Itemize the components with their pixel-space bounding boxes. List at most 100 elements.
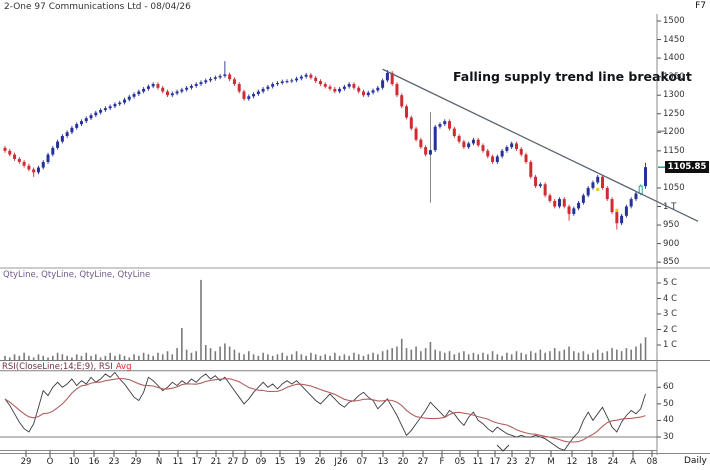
volume-bar <box>448 351 451 361</box>
candle-body <box>89 115 93 119</box>
time-tick-label: 05 <box>454 457 466 467</box>
candle-body <box>581 195 585 203</box>
volume-bar <box>616 349 618 361</box>
volume-bar <box>85 352 88 361</box>
last-price-badge: 1105.85 <box>665 161 709 174</box>
candle-body <box>46 154 50 162</box>
candle-body <box>194 84 198 86</box>
candle-body <box>151 84 155 87</box>
price-tick-label: 1050 <box>663 182 685 193</box>
candle-body <box>127 96 131 100</box>
candle-body <box>271 84 275 87</box>
candle-body <box>519 148 523 155</box>
volume-bar <box>8 357 11 361</box>
candle-body <box>500 150 504 157</box>
candle-body <box>428 150 432 155</box>
hotkey-label: F7 <box>695 1 706 11</box>
candle-body <box>409 117 413 129</box>
time-tick-label: 27 <box>417 457 429 467</box>
volume-bar <box>334 352 336 361</box>
time-tick-label: 18 <box>586 457 598 467</box>
volume-bar <box>534 352 537 361</box>
volume-bar <box>185 349 188 361</box>
candle-body <box>615 212 619 224</box>
candle-body <box>471 139 475 144</box>
volume-bar <box>596 349 599 361</box>
volume-bar <box>453 354 456 361</box>
candle-body <box>142 88 146 92</box>
volume-bar <box>486 354 489 361</box>
candle-body <box>395 84 399 96</box>
volume-bar <box>587 354 589 361</box>
time-tick-label: N <box>155 457 163 467</box>
candle-body <box>237 84 241 92</box>
candle-body <box>252 94 256 97</box>
candle-body <box>247 96 251 99</box>
candle-body <box>166 91 170 96</box>
time-tick-label: 29 <box>130 457 142 467</box>
time-tick-label: 12 <box>566 457 578 467</box>
volume-bar <box>420 351 422 361</box>
volume-tick-label: 3 C <box>663 309 678 319</box>
timeframe-label: Daily <box>684 456 707 466</box>
candle-body <box>170 93 174 96</box>
candle-body <box>213 77 217 79</box>
volume-bar <box>247 351 250 361</box>
candle-body <box>381 80 385 88</box>
volume-bar <box>291 354 293 361</box>
volume-bar <box>271 355 274 361</box>
candle-body <box>390 72 394 85</box>
volume-bar <box>152 355 154 361</box>
volume-bar <box>114 355 116 361</box>
price-tick-label: 1300 <box>663 90 685 101</box>
price-tick-label: 850 <box>663 257 680 268</box>
volume-bar <box>190 352 193 361</box>
volume-tick-label: 4 C <box>663 293 678 304</box>
volume-bar <box>353 352 355 361</box>
candle-body <box>467 143 471 148</box>
volume-bar <box>472 352 475 361</box>
candle-body <box>84 118 88 122</box>
volume-bar <box>386 349 389 361</box>
rsi-avg-line <box>4 377 646 443</box>
falling-trend-line <box>382 68 699 222</box>
rsi-tick-label: 30 <box>663 432 674 442</box>
volume-bar <box>276 354 279 361</box>
candle-body <box>529 161 533 177</box>
time-tick-label: A <box>630 457 636 467</box>
volume-bar <box>18 355 21 361</box>
candle-body <box>596 176 600 183</box>
candle-body <box>510 143 514 148</box>
candle-body <box>638 185 643 195</box>
volume-bar <box>219 346 221 361</box>
volume-bar <box>458 352 460 361</box>
candle-body <box>13 154 17 160</box>
volume-bar <box>13 354 16 361</box>
volume-bar <box>104 355 107 361</box>
candle-body <box>495 156 499 162</box>
candle-body <box>103 108 107 111</box>
time-tick-label: J26 <box>334 457 348 467</box>
candle-body <box>562 199 566 207</box>
trendline-annotation: Falling supply trend line breakout <box>453 69 692 84</box>
candle-body <box>486 150 490 157</box>
candle-body <box>534 176 538 187</box>
candle-body <box>132 94 136 97</box>
volume-bar <box>171 354 174 361</box>
volume-tick-label: 1 C <box>663 340 678 350</box>
price-tick-label: 950 <box>663 220 680 231</box>
candle-body <box>376 87 380 91</box>
volume-bar <box>314 354 317 361</box>
candle-body <box>457 136 461 142</box>
volume-bar <box>200 279 202 361</box>
candle-body <box>108 106 112 109</box>
candle-body <box>27 165 31 170</box>
time-tick-label: 09 <box>255 457 267 467</box>
price-tick-label: 1150 <box>663 145 685 156</box>
candle-body <box>261 88 265 92</box>
volume-bar <box>176 348 178 361</box>
time-tick-label: 24 <box>607 457 619 467</box>
volume-bar <box>61 354 64 361</box>
time-tick-label: F <box>439 457 445 467</box>
candle-body <box>347 84 351 87</box>
